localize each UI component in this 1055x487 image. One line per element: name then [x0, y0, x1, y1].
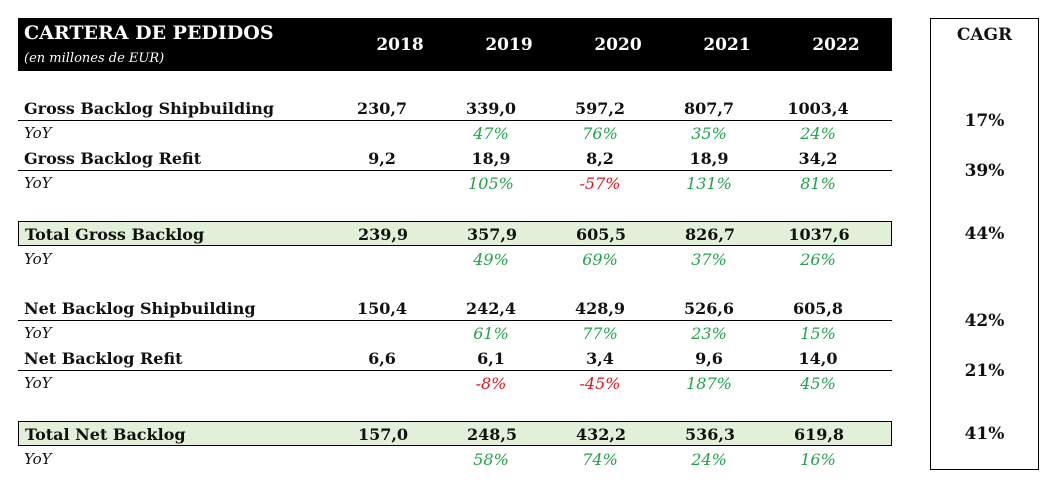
cell-2020: 597,2: [574, 99, 626, 118]
cell-2020: 605,5: [575, 225, 627, 244]
cell-2021: 826,7: [684, 225, 736, 244]
table-title: CARTERA DE PEDIDOS: [24, 22, 274, 44]
year-header-2021: 2021: [703, 35, 751, 55]
cell-2020: 76%: [582, 124, 618, 143]
cell-2019: -8%: [475, 374, 507, 393]
cell-2022: 16%: [800, 450, 836, 469]
cell-2022: 1003,4: [787, 99, 849, 118]
cell-2021: 526,6: [683, 299, 735, 318]
row-label: YoY: [24, 324, 52, 342]
cell-2019: 18,9: [471, 149, 511, 168]
table-row: Net Backlog Refit 6,6 6,1 3,4 9,6 14,0: [18, 346, 892, 371]
total-row: Total Net Backlog 157,0 248,5 432,2 536,3 619…: [18, 421, 892, 446]
row-label: Total Net Backlog: [25, 425, 186, 444]
cell-2018: 239,9: [357, 225, 409, 244]
cell-2022: 81%: [800, 174, 836, 193]
cagr-value: 42%: [964, 311, 1005, 331]
row-label: Net Backlog Refit: [24, 349, 183, 368]
cell-2021: 18,9: [689, 149, 729, 168]
cell-2021: 807,7: [683, 99, 735, 118]
cell-2022: 34,2: [798, 149, 838, 168]
cagr-value: 39%: [964, 161, 1005, 181]
yoy-row: YoY 58% 74% 24% 16%: [18, 447, 892, 471]
cell-2021: 24%: [691, 450, 727, 469]
row-label: Net Backlog Shipbuilding: [24, 299, 256, 318]
year-header-2020: 2020: [594, 35, 642, 55]
cell-2021: 9,6: [695, 349, 723, 368]
year-header-2019: 2019: [485, 35, 533, 55]
cell-2021: 131%: [686, 174, 732, 193]
row-label: YoY: [24, 450, 52, 468]
cell-2021: 187%: [686, 374, 732, 393]
cell-2022: 605,8: [792, 299, 844, 318]
cell-2021: 35%: [691, 124, 727, 143]
cagr-panel: CAGR: [930, 18, 1039, 470]
row-label: Gross Backlog Refit: [24, 149, 202, 168]
cell-2019: 339,0: [465, 99, 517, 118]
cell-2020: 69%: [582, 250, 618, 269]
cell-2022: 14,0: [798, 349, 838, 368]
table-row: Net Backlog Shipbuilding 150,4 242,4 428,9 5…: [18, 296, 892, 321]
cagr-value: 21%: [964, 361, 1005, 381]
yoy-row: YoY 47% 76% 35% 24%: [18, 121, 892, 145]
cell-2019: 58%: [473, 450, 509, 469]
cell-2018: 230,7: [356, 99, 408, 118]
row-label: Total Gross Backlog: [25, 225, 205, 244]
table-row: Gross Backlog Refit 9,2 18,9 8,2 18,9 34,2: [18, 146, 892, 171]
year-header-2018: 2018: [376, 35, 424, 55]
cell-2022: 619,8: [793, 425, 845, 444]
yoy-row: YoY 61% 77% 23% 15%: [18, 321, 892, 345]
row-label: YoY: [24, 374, 52, 392]
cell-2020: 77%: [582, 324, 618, 343]
row-label: YoY: [24, 250, 52, 268]
row-label: YoY: [24, 174, 52, 192]
cell-2022: 24%: [800, 124, 836, 143]
cell-2019: 6,1: [477, 349, 505, 368]
cell-2020: -57%: [579, 174, 621, 193]
cell-2021: 37%: [691, 250, 727, 269]
cell-2019: 61%: [473, 324, 509, 343]
cell-2020: -45%: [579, 374, 621, 393]
cell-2022: 26%: [800, 250, 836, 269]
table-header: CARTERA DE PEDIDOS (en millones de EUR) …: [18, 18, 892, 71]
cell-2019: 242,4: [465, 299, 517, 318]
cell-2019: 248,5: [466, 425, 518, 444]
cell-2020: 8,2: [586, 149, 614, 168]
cell-2021: 23%: [691, 324, 727, 343]
cell-2019: 47%: [473, 124, 509, 143]
total-row: Total Gross Backlog 239,9 357,9 605,5 826,7 1…: [18, 221, 892, 246]
row-label: YoY: [24, 124, 52, 142]
cell-2018: 6,6: [368, 349, 396, 368]
cell-2019: 105%: [468, 174, 514, 193]
cell-2019: 357,9: [466, 225, 518, 244]
cell-2020: 74%: [582, 450, 618, 469]
cagr-value: 17%: [964, 111, 1005, 131]
cell-2018: 150,4: [356, 299, 408, 318]
cell-2022: 45%: [800, 374, 836, 393]
cell-2018: 9,2: [368, 149, 396, 168]
year-header-2022: 2022: [812, 35, 860, 55]
cell-2022: 1037,6: [788, 225, 850, 244]
cagr-value: 44%: [964, 224, 1005, 244]
yoy-row: YoY 105% -57% 131% 81%: [18, 171, 892, 195]
table-row: Gross Backlog Shipbuilding 230,7 339,0 597,…: [18, 96, 892, 121]
cagr-title: CAGR: [956, 25, 1013, 45]
cell-2019: 49%: [473, 250, 509, 269]
row-label: Gross Backlog Shipbuilding: [24, 99, 275, 118]
cell-2021: 536,3: [684, 425, 736, 444]
yoy-row: YoY -8% -45% 187% 45%: [18, 371, 892, 395]
cagr-value: 41%: [964, 424, 1005, 444]
cell-2022: 15%: [800, 324, 836, 343]
cell-2020: 3,4: [586, 349, 614, 368]
table-subtitle: (en millones de EUR): [24, 51, 165, 66]
cell-2018: 157,0: [357, 425, 409, 444]
cell-2020: 432,2: [575, 425, 627, 444]
cell-2020: 428,9: [574, 299, 626, 318]
yoy-row: YoY 49% 69% 37% 26%: [18, 247, 892, 271]
